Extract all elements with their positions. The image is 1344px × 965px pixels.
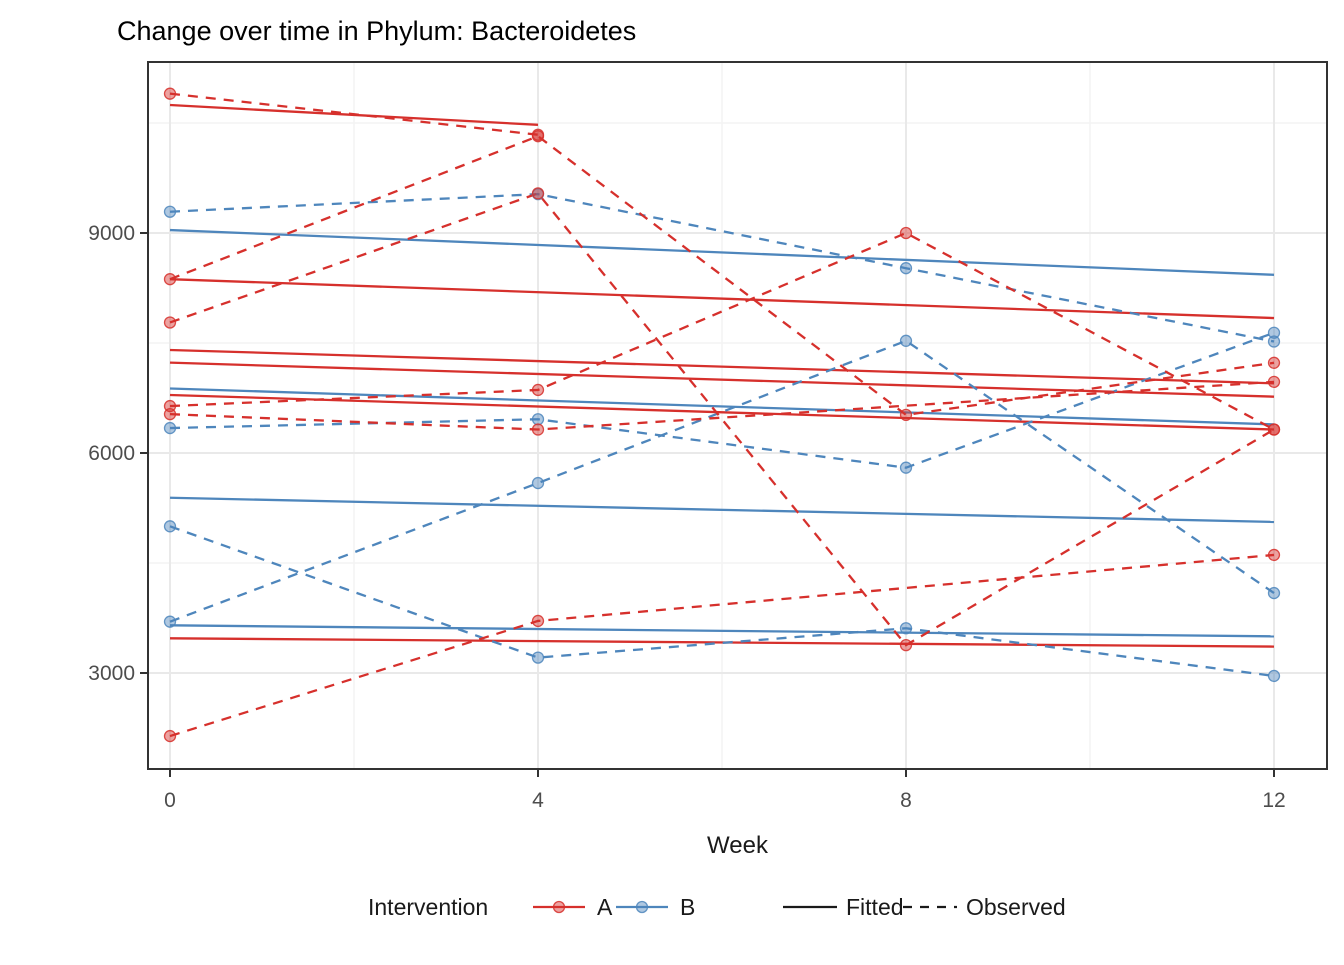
y-tick-label-6000: 6000 [88, 442, 135, 465]
obs-point-B3-week-0 [163, 520, 177, 533]
series-A5-fitted-line [169, 393, 1275, 431]
legend-title: Intervention [368, 894, 488, 920]
y-tick-label-3000: 3000 [88, 662, 135, 685]
x-tick-label-12: 12 [1262, 789, 1285, 812]
obs-point-B2-week-0 [163, 421, 177, 435]
obs-point-A2-week-0 [163, 273, 177, 286]
series-A2-fitted-line [169, 278, 1275, 320]
x-tick-label-8: 8 [900, 789, 912, 812]
obs-point-A2-week-4 [531, 130, 545, 143]
series-B3-observed-line [169, 525, 1275, 678]
series-A5-observed-line [169, 380, 1275, 431]
legend-key-point-A [552, 900, 566, 914]
plot-panel [148, 62, 1327, 769]
chart-title: Change over time in Phylum: Bacteroidete… [117, 16, 636, 46]
obs-point-B1-week-0 [163, 205, 177, 218]
legend-label-observed: Observed [966, 894, 1066, 920]
obs-point-A3-week-8 [899, 638, 913, 652]
obs-point-B4-week-12 [1267, 586, 1281, 600]
series-B4-observed-line [169, 339, 1275, 623]
legend-entry-A [533, 900, 585, 914]
legend-entry-B [616, 900, 668, 914]
obs-point-A6-week-4 [531, 614, 545, 628]
obs-point-A5-week-12 [1267, 375, 1281, 389]
obs-point-A2-week-12 [1267, 356, 1281, 369]
series-B1-observed-line [169, 192, 1275, 343]
obs-point-A1-week-0 [163, 87, 177, 100]
obs-point-A4-week-4 [531, 383, 545, 397]
obs-point-A5-week-0 [163, 407, 177, 421]
obs-point-A2-week-8 [899, 408, 913, 422]
legend-label-B: B [680, 894, 695, 920]
series-A6-observed-line [169, 553, 1275, 738]
obs-point-A3-week-0 [163, 316, 177, 329]
obs-point-B3-week-4 [531, 651, 545, 664]
panel-border [147, 61, 1328, 770]
x-tick-label-4: 4 [532, 789, 544, 812]
series-A4-observed-line [169, 231, 1275, 431]
obs-point-A6-week-12 [1267, 548, 1281, 562]
obs-point-B3-week-8 [899, 622, 913, 635]
obs-point-B2-week-8 [899, 461, 913, 474]
obs-point-B3-week-12 [1267, 669, 1281, 683]
gridlines [148, 62, 1327, 769]
obs-point-A4-week-8 [899, 226, 913, 240]
y-tick-label-9000: 9000 [88, 222, 135, 245]
legend-key-point-B [635, 900, 649, 914]
legend-label-A: A [597, 894, 613, 920]
obs-point-A5-week-4 [531, 423, 545, 436]
obs-point-B2-week-4 [531, 413, 545, 426]
obs-point-B1-week-8 [899, 262, 913, 275]
series-B1-fitted-line [169, 228, 1275, 276]
legend-label-fitted: Fitted [846, 894, 904, 920]
series-A1-observed-line [169, 92, 539, 136]
obs-point-B1-week-12 [1267, 335, 1281, 348]
obs-point-A3-week-4 [531, 187, 545, 200]
obs-point-B4-week-4 [531, 476, 545, 490]
series-A3-fitted-line [169, 348, 1275, 385]
x-axis-title: Week [707, 832, 769, 859]
x-tick-label-0: 0 [164, 789, 176, 812]
obs-point-B4-week-8 [899, 334, 913, 347]
series-B2-observed-line [169, 331, 1275, 469]
series-B4-fitted-line [169, 496, 1275, 524]
obs-point-A6-week-0 [163, 729, 177, 743]
observed-points [163, 87, 1281, 743]
series-A6-fitted-line [169, 637, 1275, 648]
observed-lines [169, 92, 1275, 738]
obs-point-B2-week-12 [1267, 326, 1281, 339]
obs-point-A4-week-12 [1267, 423, 1281, 436]
series-B2-fitted-line [169, 387, 1275, 426]
obs-point-B4-week-0 [163, 615, 177, 628]
series-B3-fitted-line [169, 624, 1275, 638]
series-A4-fitted-line [169, 361, 1275, 398]
